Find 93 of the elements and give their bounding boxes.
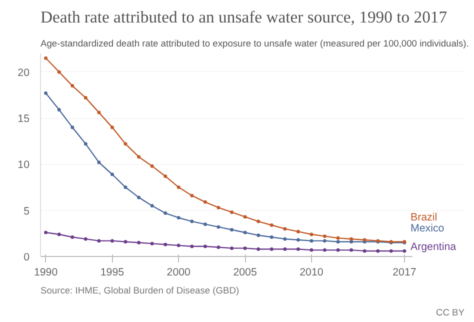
- point: [124, 142, 128, 146]
- point: [203, 222, 207, 226]
- chart-title: Death rate attributed to an unsafe water source, 1990 to 2017: [40, 8, 448, 26]
- series-label: Mexico: [410, 222, 444, 235]
- point: [323, 248, 327, 252]
- point: [137, 240, 141, 244]
- point: [164, 242, 168, 246]
- point: [283, 247, 287, 251]
- point: [283, 237, 287, 241]
- point: [256, 234, 260, 238]
- point: [70, 235, 74, 239]
- point: [310, 248, 314, 252]
- point: [97, 239, 101, 243]
- point: [402, 249, 406, 253]
- point: [164, 211, 168, 215]
- x-tick-label: 2005: [233, 266, 257, 278]
- x-tick-label: 2000: [166, 266, 191, 278]
- point: [164, 174, 168, 178]
- y-tick-label: 15: [18, 113, 30, 126]
- point: [44, 91, 48, 95]
- point: [190, 220, 194, 224]
- point: [57, 70, 61, 74]
- point: [270, 247, 274, 251]
- point: [110, 239, 114, 243]
- point: [176, 244, 180, 248]
- point: [270, 223, 274, 227]
- point: [190, 194, 194, 198]
- y-tick-label: 10: [18, 159, 30, 172]
- y-tick-label: 0: [24, 252, 30, 264]
- point: [176, 216, 180, 220]
- point: [350, 248, 354, 252]
- point: [84, 237, 88, 241]
- point: [310, 239, 314, 243]
- point: [44, 230, 48, 234]
- chart-subtitle: Age-standardized death rate attributed to exposure to unsafe water (measured per 100,000 individuals).: [40, 38, 469, 48]
- point: [110, 126, 114, 130]
- point: [389, 249, 393, 253]
- point: [44, 56, 48, 60]
- point: [176, 186, 180, 190]
- point: [137, 196, 141, 200]
- point: [243, 215, 247, 219]
- point: [243, 246, 247, 250]
- point: [362, 249, 366, 253]
- point: [230, 210, 234, 214]
- point: [70, 126, 74, 130]
- point: [270, 235, 274, 239]
- point: [376, 249, 380, 253]
- point: [124, 240, 128, 244]
- point: [230, 246, 234, 250]
- point: [150, 164, 154, 168]
- source-note: Source: IHME, Global Burden of Disease (GBD): [40, 286, 240, 296]
- x-tick-label: 2010: [300, 266, 324, 278]
- point: [336, 248, 340, 252]
- point: [84, 96, 88, 100]
- x-tick-label: 1995: [100, 266, 124, 278]
- point: [137, 155, 141, 159]
- point: [296, 238, 300, 242]
- point: [323, 234, 327, 238]
- point: [97, 160, 101, 164]
- point: [57, 232, 61, 236]
- series-label: Brazil: [410, 212, 438, 224]
- y-tick-label: 20: [18, 66, 30, 79]
- point: [256, 247, 260, 251]
- series-label: Argentina: [410, 240, 456, 253]
- point: [216, 206, 220, 210]
- text: CC BY: [436, 308, 466, 318]
- point: [97, 110, 101, 114]
- point: [336, 240, 340, 244]
- point: [296, 247, 300, 251]
- point: [203, 244, 207, 248]
- point: [216, 246, 220, 250]
- point: [70, 84, 74, 88]
- point: [323, 239, 327, 243]
- point: [336, 236, 340, 240]
- point: [283, 227, 287, 231]
- point: [230, 228, 234, 232]
- x-tick-label: 1990: [34, 266, 58, 278]
- point: [190, 244, 194, 248]
- point: [203, 200, 207, 204]
- point: [296, 230, 300, 234]
- point: [84, 142, 88, 146]
- point: [256, 220, 260, 224]
- point: [216, 225, 220, 229]
- point: [350, 237, 354, 241]
- y-tick-label: 5: [24, 205, 30, 218]
- point: [150, 242, 154, 246]
- point: [110, 172, 114, 176]
- point: [243, 230, 247, 234]
- point: [310, 232, 314, 236]
- point: [124, 186, 128, 190]
- point: [150, 204, 154, 208]
- x-tick-label: 2017: [392, 266, 416, 278]
- point: [57, 108, 61, 112]
